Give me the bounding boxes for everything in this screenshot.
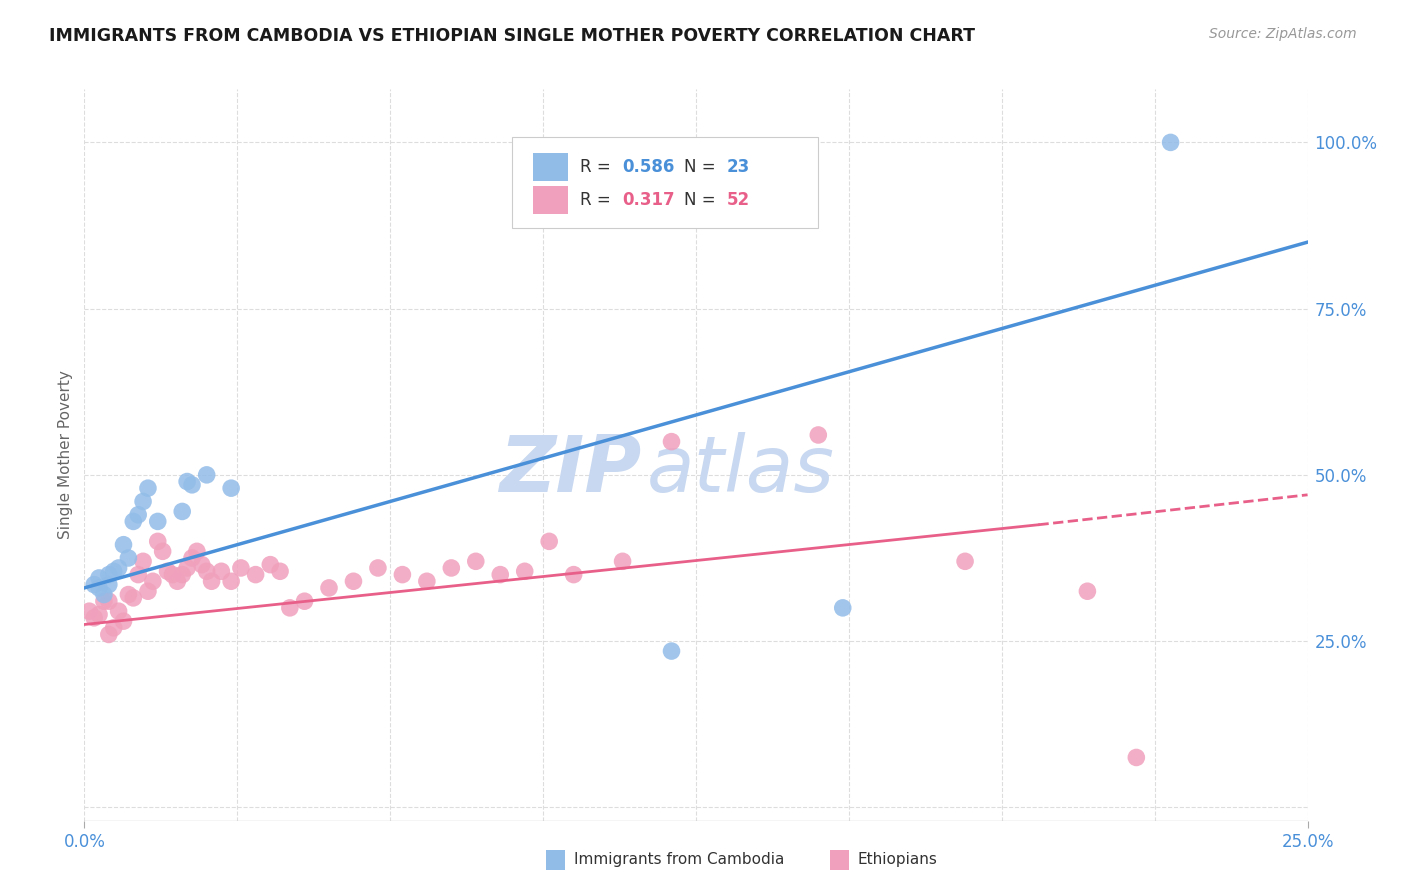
Text: 0.317: 0.317: [623, 191, 675, 209]
Point: [195, 467, 218, 482]
Point: [112, 538, 135, 552]
Point: [562, 567, 585, 582]
Point: [416, 574, 439, 589]
Point: [831, 600, 853, 615]
Point: [132, 494, 155, 508]
Point: [146, 534, 169, 549]
Point: [269, 564, 291, 578]
Point: [152, 544, 174, 558]
Point: [112, 614, 135, 628]
Point: [181, 551, 204, 566]
Point: [538, 534, 561, 549]
Point: [172, 567, 194, 582]
Text: R =: R =: [579, 191, 616, 209]
FancyBboxPatch shape: [533, 153, 568, 180]
Text: IMMIGRANTS FROM CAMBODIA VS ETHIOPIAN SINGLE MOTHER POVERTY CORRELATION CHART: IMMIGRANTS FROM CAMBODIA VS ETHIOPIAN SI…: [49, 27, 976, 45]
Point: [367, 561, 389, 575]
Point: [200, 574, 222, 589]
Point: [391, 567, 413, 582]
Point: [181, 478, 204, 492]
Point: [209, 564, 232, 578]
Point: [953, 554, 976, 568]
Point: [87, 581, 110, 595]
Point: [122, 591, 145, 605]
Text: Immigrants from Cambodia: Immigrants from Cambodia: [574, 853, 785, 867]
Point: [132, 554, 155, 568]
Point: [146, 515, 169, 529]
Point: [229, 561, 252, 575]
Text: 52: 52: [727, 191, 749, 209]
Point: [93, 588, 115, 602]
Point: [107, 561, 129, 575]
Point: [127, 567, 149, 582]
FancyBboxPatch shape: [533, 186, 568, 213]
Point: [103, 564, 125, 578]
Point: [278, 600, 301, 615]
Point: [83, 577, 105, 591]
Point: [464, 554, 486, 568]
Point: [1160, 136, 1182, 150]
Point: [122, 515, 145, 529]
Point: [489, 567, 512, 582]
Point: [136, 584, 159, 599]
Y-axis label: Single Mother Poverty: Single Mother Poverty: [58, 370, 73, 540]
Point: [117, 551, 139, 566]
Text: Source: ZipAtlas.com: Source: ZipAtlas.com: [1209, 27, 1357, 41]
Point: [162, 567, 184, 582]
Point: [612, 554, 634, 568]
Point: [219, 481, 242, 495]
Point: [318, 581, 340, 595]
Point: [661, 434, 683, 449]
Point: [176, 475, 198, 489]
Point: [245, 567, 267, 582]
Point: [77, 604, 100, 618]
Point: [107, 604, 129, 618]
Point: [440, 561, 463, 575]
Point: [103, 621, 125, 635]
Text: R =: R =: [579, 158, 616, 176]
Text: N =: N =: [683, 191, 721, 209]
Text: Ethiopians: Ethiopians: [858, 853, 938, 867]
Point: [186, 544, 208, 558]
Point: [259, 558, 281, 572]
Point: [97, 594, 120, 608]
Point: [172, 504, 194, 518]
Point: [176, 561, 198, 575]
Point: [97, 567, 120, 582]
Point: [97, 627, 120, 641]
Point: [93, 594, 115, 608]
Text: atlas: atlas: [647, 432, 835, 508]
Text: N =: N =: [683, 158, 721, 176]
Point: [191, 558, 214, 572]
Point: [195, 564, 218, 578]
Point: [1125, 750, 1147, 764]
Point: [219, 574, 242, 589]
FancyBboxPatch shape: [513, 136, 818, 228]
Point: [97, 577, 120, 591]
Point: [87, 571, 110, 585]
Point: [142, 574, 165, 589]
Text: 0.586: 0.586: [623, 158, 675, 176]
Point: [661, 644, 683, 658]
Point: [294, 594, 316, 608]
Point: [156, 564, 179, 578]
Text: ZIP: ZIP: [499, 432, 641, 508]
Point: [83, 611, 105, 625]
Point: [117, 588, 139, 602]
Point: [342, 574, 364, 589]
Point: [127, 508, 149, 522]
Point: [807, 428, 830, 442]
Text: 23: 23: [727, 158, 749, 176]
Point: [513, 564, 536, 578]
Point: [136, 481, 159, 495]
Point: [1076, 584, 1098, 599]
Point: [87, 607, 110, 622]
Point: [166, 574, 188, 589]
